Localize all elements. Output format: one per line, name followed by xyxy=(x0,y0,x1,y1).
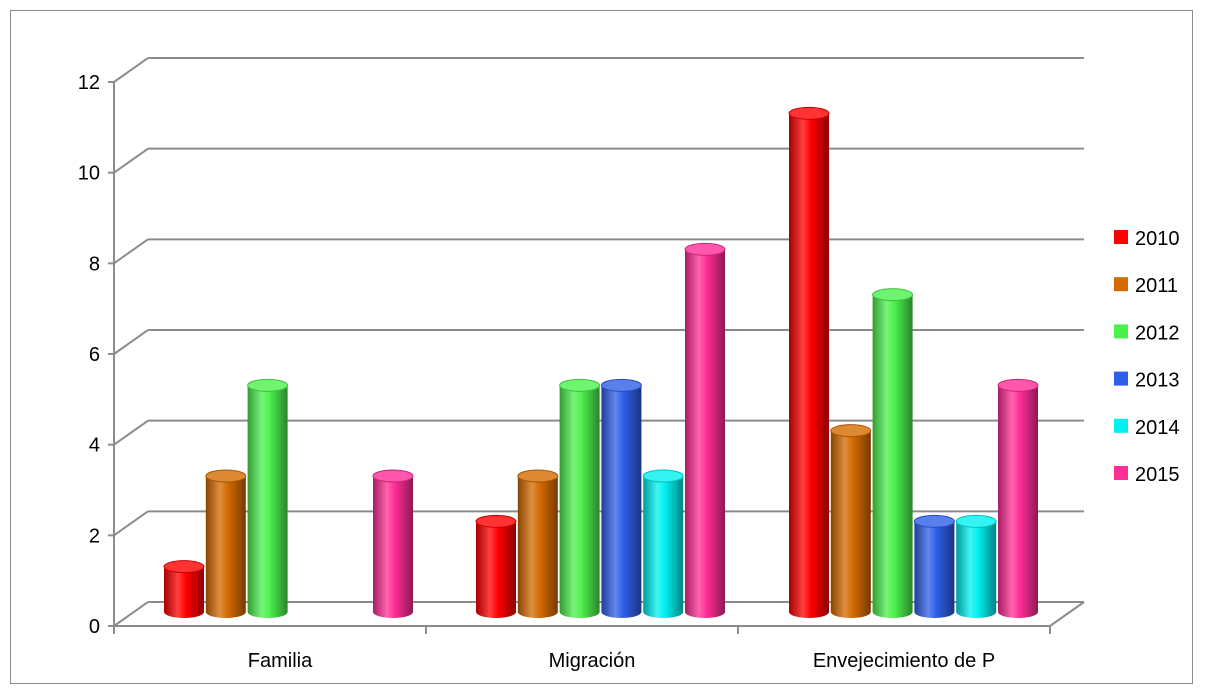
bar-cap xyxy=(684,242,726,256)
y-tick-label: 6 xyxy=(89,344,100,366)
legend-label: 2011 xyxy=(1135,275,1178,297)
bar xyxy=(601,385,642,618)
y-tick-label: 0 xyxy=(89,616,100,638)
bar-cap xyxy=(872,288,914,302)
bar-cap xyxy=(205,469,247,483)
bar xyxy=(247,385,288,618)
bar-cap xyxy=(997,378,1039,392)
gridline-depth xyxy=(113,419,149,446)
legend-label: 2014 xyxy=(1135,417,1180,439)
gridline-depth xyxy=(113,601,149,627)
bar-cap xyxy=(163,560,205,574)
bar-cap xyxy=(788,106,830,120)
legend-swatch xyxy=(1114,418,1128,433)
bar-cap xyxy=(559,378,601,392)
bar xyxy=(476,521,516,618)
gridline-depth xyxy=(113,57,149,83)
bar-cap xyxy=(913,514,955,528)
legend-swatch xyxy=(1114,324,1128,339)
bar xyxy=(559,385,600,618)
bar xyxy=(956,521,997,618)
bar-cap xyxy=(247,378,289,392)
bar xyxy=(685,249,725,619)
bar-cap xyxy=(517,469,559,483)
gridline-depth xyxy=(113,329,149,355)
y-tick-label: 4 xyxy=(89,435,100,457)
bar xyxy=(914,521,955,618)
bar-cap xyxy=(955,514,997,528)
y-tick-label: 10 xyxy=(78,163,100,185)
legend-swatch xyxy=(1114,277,1128,292)
bar xyxy=(789,113,829,618)
bar-cap xyxy=(372,469,414,483)
bar xyxy=(373,476,413,618)
y-tick-label: 12 xyxy=(78,72,100,94)
legend-label: 2015 xyxy=(1135,464,1180,486)
gridline-depth xyxy=(113,147,149,174)
legend-swatch xyxy=(1114,230,1128,244)
bar xyxy=(998,385,1038,618)
legend-label: 2010 xyxy=(1135,228,1180,250)
bar-cap xyxy=(475,514,517,528)
legend-swatch xyxy=(1114,371,1128,386)
legend-label: 2012 xyxy=(1135,322,1180,344)
bar-cap xyxy=(600,378,642,392)
bar xyxy=(205,476,246,618)
bar xyxy=(643,476,684,618)
bar-cap xyxy=(830,424,872,438)
legend-label: 2013 xyxy=(1135,370,1180,392)
legend-swatch xyxy=(1114,466,1128,480)
gridline-depth xyxy=(113,238,149,265)
y-tick-label: 8 xyxy=(89,253,100,275)
bar-cap xyxy=(642,469,684,483)
bar xyxy=(872,294,913,618)
x-tick-label: Envejecimiento de P xyxy=(813,650,995,672)
x-tick-label: Familia xyxy=(248,650,313,672)
x-tick-label: Migración xyxy=(549,650,636,672)
bar xyxy=(517,476,558,618)
y-tick-label: 2 xyxy=(89,525,100,547)
floor-edge xyxy=(1049,601,1085,627)
gridline-depth xyxy=(113,510,149,537)
bar xyxy=(830,430,871,618)
bar xyxy=(164,566,204,618)
